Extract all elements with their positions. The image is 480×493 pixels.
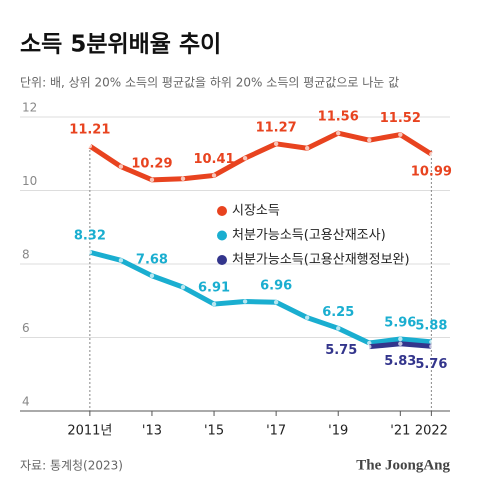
x-tick-label: '13 bbox=[142, 424, 162, 439]
brand: The JoongAng bbox=[356, 457, 450, 473]
data-label: 5.75 bbox=[325, 343, 357, 358]
point bbox=[87, 250, 93, 255]
point bbox=[367, 137, 372, 143]
data-label: 11.21 bbox=[69, 123, 110, 138]
data-label: 6.96 bbox=[260, 279, 292, 294]
point bbox=[336, 326, 341, 331]
point bbox=[398, 336, 403, 342]
y-tick-label: 6 bbox=[22, 321, 30, 335]
point bbox=[304, 315, 310, 320]
point bbox=[429, 339, 434, 345]
data-label: 8.32 bbox=[74, 229, 106, 244]
data-label: 5.96 bbox=[384, 315, 416, 330]
data-label: 5.83 bbox=[384, 354, 416, 369]
point bbox=[429, 344, 434, 349]
point bbox=[180, 176, 186, 181]
data-label: 11.52 bbox=[380, 111, 421, 126]
point bbox=[367, 344, 372, 349]
point bbox=[398, 132, 403, 137]
y-tick-label: 4 bbox=[22, 395, 30, 409]
point bbox=[336, 130, 341, 136]
point bbox=[211, 301, 217, 307]
x-tick-label: '15 bbox=[204, 424, 224, 439]
x-tick-label: 2022 bbox=[415, 424, 448, 439]
chart-subtitle: 단위: 배, 상위 20% 소득의 평균값을 하위 20% 소득의 평균값으로 … bbox=[20, 76, 399, 90]
legend-swatch bbox=[217, 230, 227, 241]
point bbox=[87, 143, 93, 149]
point bbox=[242, 155, 248, 161]
point bbox=[242, 299, 248, 304]
x-tick-label: 2011년 bbox=[67, 424, 112, 439]
series-line bbox=[88, 130, 433, 183]
point bbox=[398, 341, 403, 346]
chart-title: 소득 5분위배율 추이 bbox=[20, 32, 221, 58]
y-tick-label: 8 bbox=[22, 248, 30, 262]
data-label: 6.91 bbox=[198, 281, 230, 296]
x-tick-label: '19 bbox=[328, 424, 348, 439]
data-label: 5.88 bbox=[415, 318, 447, 333]
point bbox=[273, 300, 279, 305]
point bbox=[429, 151, 434, 157]
x-tick-label: '17 bbox=[266, 424, 286, 439]
data-label: 11.27 bbox=[256, 120, 297, 135]
point bbox=[273, 141, 279, 147]
legend-swatch bbox=[217, 255, 227, 265]
data-label: 10.99 bbox=[411, 165, 452, 180]
legend-label: 처분가능소득(고용산재행정보완) bbox=[232, 252, 410, 268]
point bbox=[118, 164, 124, 169]
point bbox=[180, 284, 186, 290]
y-tick-label: 10 bbox=[22, 174, 37, 188]
point bbox=[304, 146, 310, 151]
data-label: 5.76 bbox=[415, 357, 447, 372]
legend-swatch bbox=[217, 206, 227, 216]
x-tick-label: '21 bbox=[390, 424, 410, 439]
point bbox=[149, 273, 155, 278]
data-label: 11.56 bbox=[318, 110, 359, 125]
point bbox=[118, 258, 124, 263]
point bbox=[211, 173, 217, 178]
data-label: 6.25 bbox=[322, 305, 354, 320]
legend-label: 처분가능소득(고용산재조사) bbox=[232, 228, 386, 243]
data-label: 7.68 bbox=[136, 252, 168, 267]
source: 자료: 통계청(2023) bbox=[20, 459, 123, 473]
legend-label: 시장소득 bbox=[232, 204, 280, 219]
point bbox=[149, 177, 155, 183]
data-label: 10.29 bbox=[131, 156, 172, 171]
series-line bbox=[89, 249, 432, 346]
y-tick-label: 12 bbox=[22, 101, 37, 115]
data-label: 10.41 bbox=[193, 152, 234, 167]
